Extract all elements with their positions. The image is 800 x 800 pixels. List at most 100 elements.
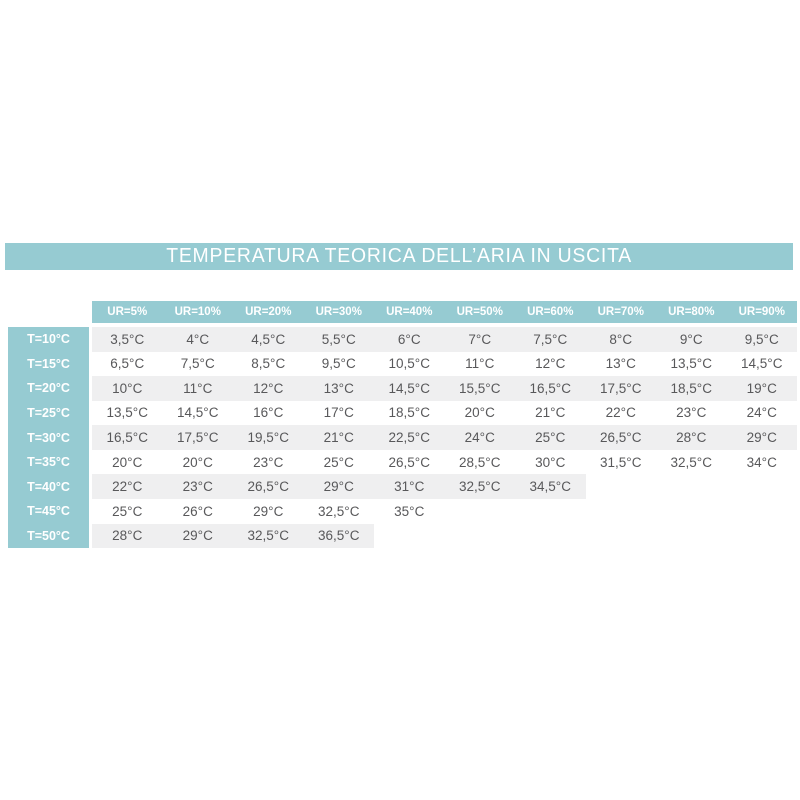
data-cell: 32,5°C: [303, 498, 374, 524]
data-cell: 25°C: [92, 498, 163, 524]
data-cell: 26°C: [162, 498, 233, 524]
data-cell: 18,5°C: [656, 376, 727, 401]
data-cell: 16,5°C: [515, 376, 586, 401]
data-cell: 10°C: [92, 376, 163, 401]
table-title: TEMPERATURA TEORICA DELL’ARIA IN USCITA: [166, 245, 632, 267]
data-cell: 6°C: [374, 327, 445, 352]
data-cell: 13,5°C: [656, 351, 727, 377]
data-cell: [515, 498, 586, 524]
column-header-cell: UR=10%: [174, 306, 221, 318]
data-cell: [656, 523, 727, 549]
data-cell: 31,5°C: [585, 449, 656, 475]
data-cell: 9,5°C: [303, 351, 374, 377]
data-cell: 14,5°C: [726, 351, 797, 377]
data-cell: 21°C: [303, 425, 374, 450]
data-cell: 34°C: [726, 449, 797, 475]
table-row: 25°C 26°C 29°C 32,5°C 35°C: [92, 498, 797, 524]
row-label: T=35°C: [27, 455, 70, 470]
data-cell: 8,5°C: [233, 351, 304, 377]
data-cell: 13,5°C: [92, 400, 163, 426]
table-body: 3,5°C 4°C 4,5°C 5,5°C 6°C 7°C 7,5°C 8°C 9°C 9,5°C…: [92, 327, 797, 549]
data-cell: 22°C: [92, 474, 163, 499]
data-cell: 5,5°C: [303, 327, 374, 352]
data-cell: 18,5°C: [374, 400, 445, 426]
data-cell: 10,5°C: [374, 351, 445, 377]
row-label: T=40°C: [27, 479, 70, 494]
column-header-cell: UR=70%: [597, 306, 644, 318]
row-label: T=45°C: [27, 504, 70, 519]
data-cell: 20°C: [162, 449, 233, 475]
data-cell: 36,5°C: [303, 523, 374, 549]
table-row: 3,5°C 4°C 4,5°C 5,5°C 6°C 7°C 7,5°C 8°C 9°C 9,5°C: [92, 327, 797, 352]
data-cell: 19°C: [726, 376, 797, 401]
data-cell: 14,5°C: [162, 400, 233, 426]
data-cell: 29°C: [233, 498, 304, 524]
data-cell: 16°C: [233, 400, 304, 426]
data-cell: [726, 498, 797, 524]
data-cell: 11°C: [444, 351, 515, 377]
data-cell: 19,5°C: [233, 425, 304, 450]
data-cell: [374, 523, 445, 549]
column-header-cell: UR=90%: [738, 306, 785, 318]
data-cell: 3,5°C: [92, 327, 163, 352]
data-cell: 23°C: [162, 474, 233, 499]
data-cell: 31°C: [374, 474, 445, 499]
data-cell: 30°C: [515, 449, 586, 475]
data-cell: [585, 498, 656, 524]
column-header-cell: UR=5%: [107, 306, 148, 318]
data-cell: 12°C: [233, 376, 304, 401]
data-cell: 28°C: [656, 425, 727, 450]
table-row: 16,5°C 17,5°C 19,5°C 21°C 22,5°C 24°C 25°C 26,5…: [92, 425, 797, 450]
data-cell: 9°C: [656, 327, 727, 352]
data-cell: 13°C: [585, 351, 656, 377]
data-cell: 32,5°C: [444, 474, 515, 499]
row-label: T=25°C: [27, 405, 70, 420]
data-cell: 25°C: [303, 449, 374, 475]
data-cell: 29°C: [303, 474, 374, 499]
data-cell: 34,5°C: [515, 474, 586, 499]
data-cell: 28°C: [92, 523, 163, 549]
data-cell: 24°C: [726, 400, 797, 426]
column-header-cell: UR=20%: [245, 306, 292, 318]
data-cell: 20°C: [92, 449, 163, 475]
row-label: T=10°C: [27, 332, 70, 347]
table-row: 20°C 20°C 23°C 25°C 26,5°C 28,5°C 30°C 31,5°C 32…: [92, 449, 797, 475]
data-cell: 23°C: [233, 449, 304, 475]
table-row: 13,5°C 14,5°C 16°C 17°C 18,5°C 20°C 21°C 22°C 23…: [92, 400, 797, 426]
data-cell: [656, 474, 727, 499]
data-cell: 13°C: [303, 376, 374, 401]
data-cell: [585, 523, 656, 549]
row-label: T=15°C: [27, 356, 70, 371]
data-cell: 14,5°C: [374, 376, 445, 401]
table-title-bar: TEMPERATURA TEORICA DELL’ARIA IN USCITA: [5, 243, 793, 270]
data-cell: 29°C: [726, 425, 797, 450]
data-cell: 26,5°C: [585, 425, 656, 450]
data-cell: 32,5°C: [656, 449, 727, 475]
data-cell: 23°C: [656, 400, 727, 426]
data-cell: [444, 498, 515, 524]
row-label: T=50°C: [27, 528, 70, 543]
data-cell: 17°C: [303, 400, 374, 426]
data-cell: 6,5°C: [92, 351, 163, 377]
row-label: T=30°C: [27, 430, 70, 445]
table-row: 10°C 11°C 12°C 13°C 14,5°C 15,5°C 16,5°C 17,5°C…: [92, 376, 797, 401]
column-header-cell: UR=60%: [527, 306, 574, 318]
table-row: 22°C 23°C 26,5°C 29°C 31°C 32,5°C 34,5°C: [92, 474, 797, 499]
data-cell: 4,5°C: [233, 327, 304, 352]
row-label: T=20°C: [27, 381, 70, 396]
row-label-column: T=10°C T=15°C T=20°C T=25°C T=30°C T=35°C T=40…: [8, 327, 89, 548]
table-row: 6,5°C 7,5°C 8,5°C 9,5°C 10,5°C 11°C 12°C 13°C 13…: [92, 351, 797, 377]
data-cell: [515, 523, 586, 549]
data-cell: [726, 523, 797, 549]
data-cell: 15,5°C: [444, 376, 515, 401]
data-cell: 7,5°C: [162, 351, 233, 377]
column-header-row: UR=5% UR=10% UR=20% UR=30% UR=40% UR=50% UR=60…: [92, 301, 797, 323]
data-cell: 22,5°C: [374, 425, 445, 450]
data-cell: 24°C: [444, 425, 515, 450]
data-cell: 8°C: [585, 327, 656, 352]
data-cell: 7°C: [444, 327, 515, 352]
data-cell: 9,5°C: [726, 327, 797, 352]
column-header-cell: UR=40%: [386, 306, 433, 318]
data-cell: 4°C: [162, 327, 233, 352]
